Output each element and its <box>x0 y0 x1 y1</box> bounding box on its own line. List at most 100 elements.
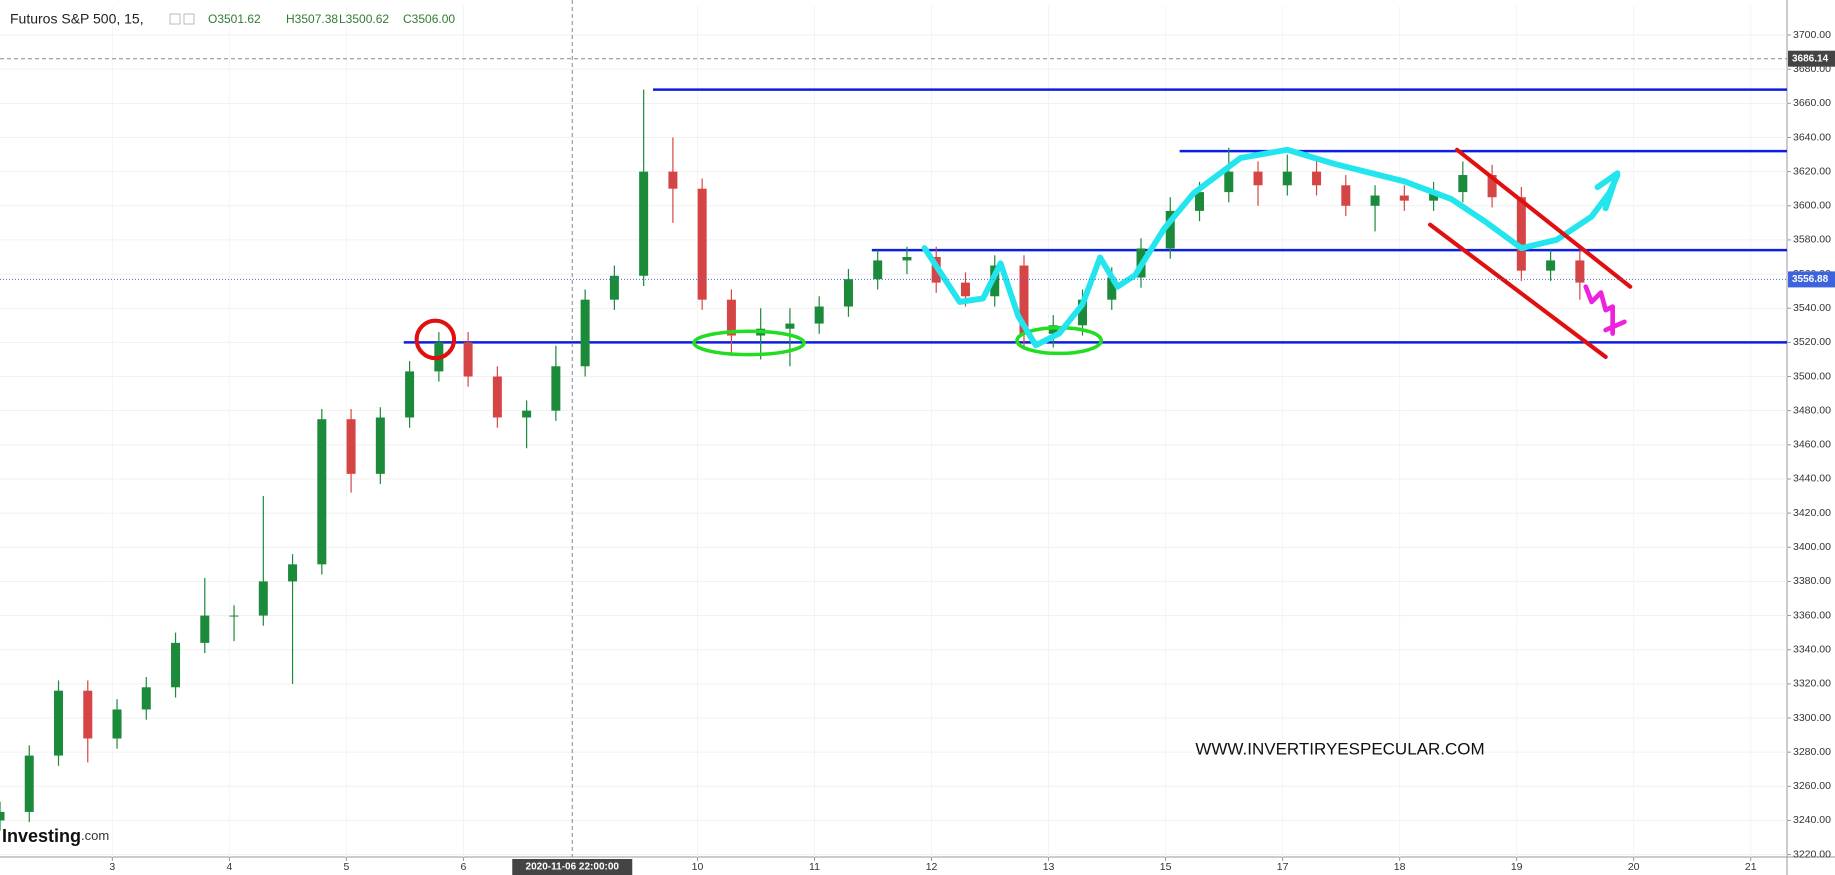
candle-body <box>668 171 678 189</box>
candle-body <box>141 687 151 710</box>
candle-body <box>1575 260 1585 283</box>
y-tick-label: 3240.00 <box>1793 814 1831 826</box>
candle-body <box>639 171 649 276</box>
y-tick-label: 3280.00 <box>1793 746 1831 758</box>
candle-body <box>814 306 824 324</box>
ohlc-close: C3506.00 <box>403 12 455 26</box>
last-price-label: 3556.88 <box>1792 274 1829 285</box>
channel-line <box>1428 222 1608 359</box>
y-tick-label: 3300.00 <box>1793 712 1831 724</box>
candle-body <box>492 376 502 418</box>
logo-main: Investing <box>2 826 81 846</box>
candle-body <box>697 188 707 300</box>
y-tick-label: 3340.00 <box>1793 643 1831 655</box>
candle-body <box>1019 265 1029 334</box>
x-tick-label: 3 <box>109 861 115 873</box>
candle-body <box>1312 171 1322 186</box>
x-tick-label: 4 <box>226 861 232 873</box>
ohlc-high: H3507.38 <box>286 12 338 26</box>
y-tick-label: 3640.00 <box>1793 131 1831 143</box>
grid <box>0 6 1787 857</box>
x-tick-label: 18 <box>1394 861 1406 873</box>
y-tick-label: 3580.00 <box>1793 234 1831 246</box>
candle-body <box>1516 197 1526 271</box>
candle-body <box>0 811 5 821</box>
candle-body <box>1282 171 1292 186</box>
candle-body <box>902 256 912 261</box>
candle-body <box>1107 277 1117 300</box>
green-ellipse <box>692 329 806 357</box>
candle-body <box>785 323 795 329</box>
icon <box>183 13 195 25</box>
x-tick-label: 12 <box>926 861 938 873</box>
candle-body <box>1048 325 1058 334</box>
candle-body <box>1341 185 1351 206</box>
ohlc-open: O3501.62 <box>208 12 261 26</box>
y-tick-label: 3620.00 <box>1793 165 1831 177</box>
y-tick-label: 3540.00 <box>1793 302 1831 314</box>
candle-body <box>1253 171 1263 186</box>
candle-body <box>1399 195 1409 201</box>
green-ellipse <box>1015 325 1104 356</box>
x-tick-label: 21 <box>1745 861 1757 873</box>
cyan-path <box>921 146 1621 349</box>
x-tick-label: 10 <box>692 861 704 873</box>
candle-body <box>522 410 532 418</box>
candle-body <box>843 279 853 307</box>
crosshair-x-box <box>512 859 633 875</box>
candle-body <box>1458 175 1468 193</box>
candle-body <box>1195 192 1205 211</box>
x-tick-label: 5 <box>343 861 349 873</box>
candle-body <box>1487 175 1497 198</box>
y-tick-label: 3600.00 <box>1793 200 1831 212</box>
channel-line <box>1454 147 1633 289</box>
y-tick-label: 3460.00 <box>1793 439 1831 451</box>
x-tick-label: 17 <box>1277 861 1289 873</box>
candle-body <box>83 690 93 739</box>
annotations <box>414 146 1633 361</box>
y-tick-label: 3520.00 <box>1793 336 1831 348</box>
y-tick-label: 3440.00 <box>1793 473 1831 485</box>
candle-body <box>1077 299 1087 326</box>
x-tick-label: 6 <box>461 861 467 873</box>
x-tick-label: 13 <box>1043 861 1055 873</box>
ohlc-low: L3500.62 <box>339 12 389 26</box>
candle-body <box>112 709 122 739</box>
x-tick-label: 11 <box>809 861 820 873</box>
y-tick-label: 3380.00 <box>1793 575 1831 587</box>
logo: Investing.com <box>2 826 109 846</box>
watermark: WWW.INVERTIRYESPECULAR.COM <box>1195 739 1484 758</box>
candle-body <box>1165 210 1175 249</box>
y-tick-label: 3420.00 <box>1793 507 1831 519</box>
candle-body <box>609 275 619 300</box>
y-tick-label: 3320.00 <box>1793 678 1831 690</box>
y-tick-label: 3360.00 <box>1793 609 1831 621</box>
crosshair-x-label: 2020-11-06 22:00:00 <box>526 862 620 873</box>
candle-body <box>1429 192 1439 201</box>
candle-body <box>24 755 34 812</box>
x-tick-label: 15 <box>1160 861 1172 873</box>
x-tick-label: 20 <box>1628 861 1640 873</box>
candle-body <box>288 564 298 582</box>
candle-body <box>551 366 561 411</box>
icon <box>169 13 181 25</box>
candle-body <box>1370 195 1380 206</box>
x-tick-label: 19 <box>1511 861 1523 873</box>
crosshair-y-box <box>1788 50 1835 67</box>
y-tick-label: 3500.00 <box>1793 370 1831 382</box>
magenta-arrow <box>1583 284 1627 336</box>
candle-body <box>229 615 239 617</box>
y-tick-label: 3260.00 <box>1793 780 1831 792</box>
candle-body <box>873 260 883 280</box>
candle-body <box>463 342 473 377</box>
candle-body <box>258 581 268 616</box>
candles <box>0 89 1585 831</box>
red-circle <box>414 318 457 361</box>
candle-body <box>1224 171 1234 193</box>
candle-body <box>346 419 356 474</box>
crosshair-y-label: 3686.14 <box>1792 53 1829 64</box>
